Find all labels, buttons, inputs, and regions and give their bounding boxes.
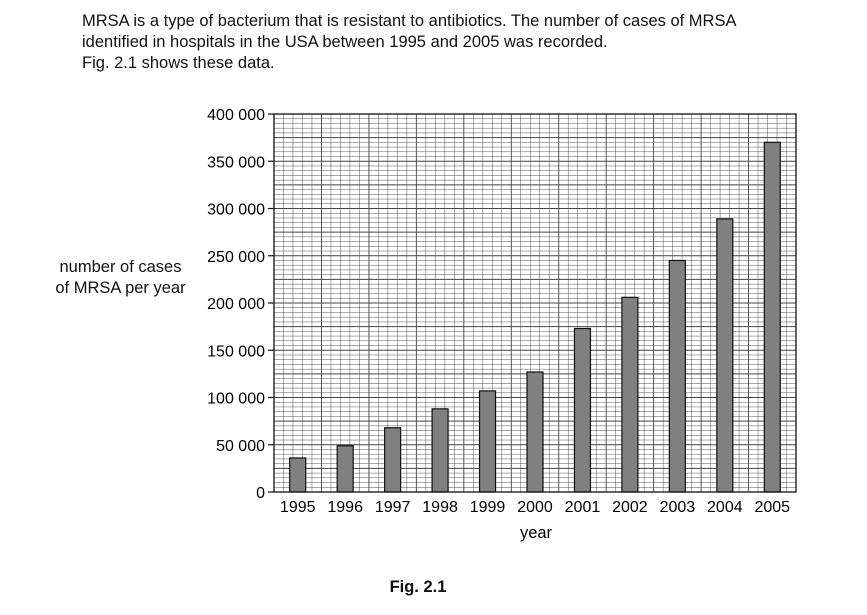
intro-line-1: MRSA is a type of bacterium that is resi… <box>82 12 737 30</box>
y-tick-label: 200 000 <box>207 296 265 313</box>
bar-1997 <box>384 427 402 493</box>
y-tick-label: 300 000 <box>207 202 265 219</box>
x-tick-label: 1998 <box>422 499 458 516</box>
y-tick-label: 350 000 <box>207 154 265 171</box>
chart-bars <box>289 141 781 493</box>
bar-1995 <box>289 457 307 493</box>
x-axis-label: year <box>520 524 553 542</box>
x-tick-label: 1996 <box>327 499 363 516</box>
y-axis-label-line-2: of MRSA per year <box>55 279 186 297</box>
bar-2001 <box>573 327 592 493</box>
intro-text: MRSA is a type of bacterium that is resi… <box>82 11 852 74</box>
bar-1998 <box>431 408 449 493</box>
x-tick-label: 1997 <box>375 499 411 516</box>
bar-1999 <box>478 390 497 493</box>
bar-2005 <box>763 141 781 493</box>
y-tick-label: 250 000 <box>207 249 265 266</box>
y-tick-label: 50 000 <box>216 438 265 455</box>
bar-1996 <box>336 445 354 493</box>
intro-line-3: Fig. 2.1 shows these data. <box>82 54 275 72</box>
x-tick-label: 2003 <box>660 499 696 516</box>
figure-caption: Fig. 2.1 <box>389 578 447 596</box>
x-tick-label: 2005 <box>754 499 790 516</box>
bar-2000 <box>526 371 544 493</box>
x-tick-label: 2004 <box>707 499 743 516</box>
y-tick-label: 100 000 <box>207 391 265 408</box>
x-tick-label: 2000 <box>517 499 553 516</box>
y-tick-label: 150 000 <box>207 343 265 360</box>
y-axis-label-line-1: number of cases <box>59 258 182 276</box>
chart-axes: 0 50 000 100 000 150 000 200 000 250 000 300 0… <box>207 107 797 516</box>
bar-2004 <box>716 218 734 493</box>
bar-2003 <box>668 259 686 493</box>
x-tick-label: 2001 <box>565 499 601 516</box>
x-tick-label: 1999 <box>470 499 506 516</box>
y-tick-label: 0 <box>256 485 265 502</box>
intro-line-2: identified in hospitals in the USA betwe… <box>82 33 608 51</box>
y-axis-label: number of cases of MRSA per year <box>38 257 203 299</box>
y-tick-label: 400 000 <box>207 107 265 124</box>
bar-2002 <box>621 296 639 493</box>
x-tick-label: 1995 <box>280 499 316 516</box>
x-tick-label: 2002 <box>612 499 648 516</box>
